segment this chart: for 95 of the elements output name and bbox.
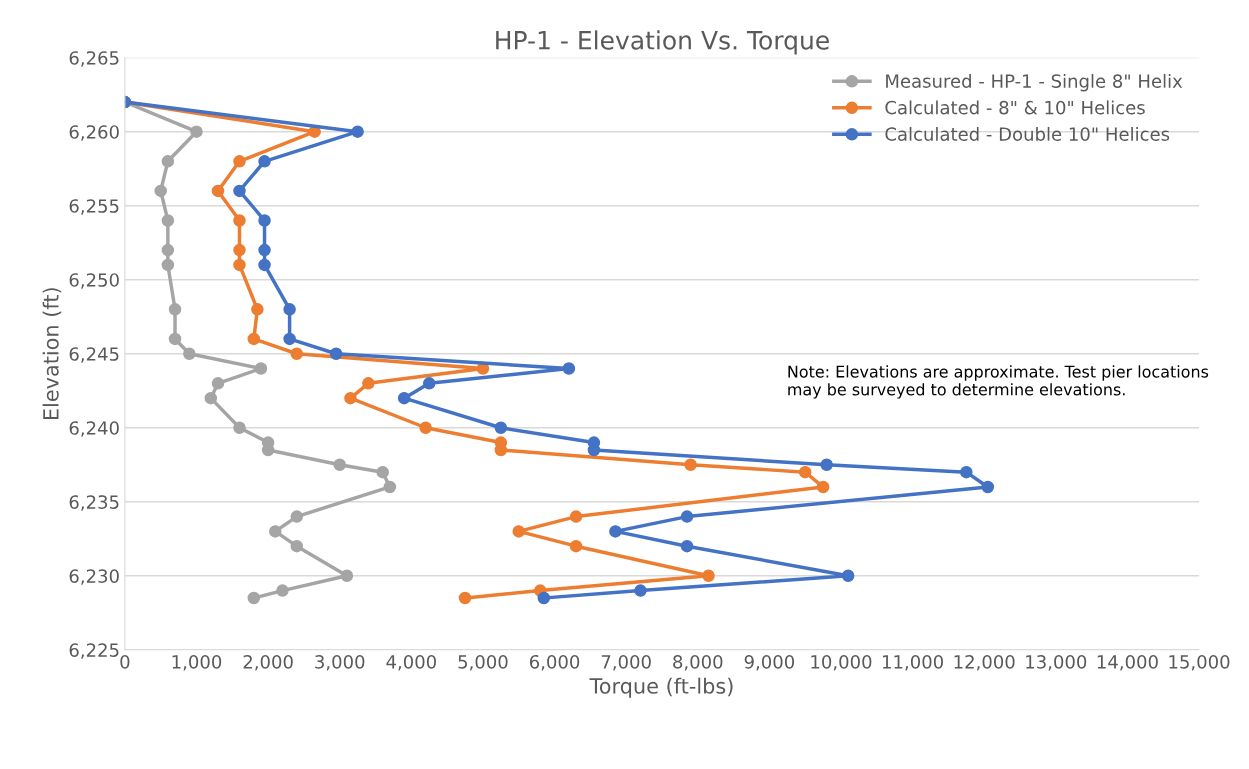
x-tick-label: 10,000 bbox=[811, 654, 872, 671]
point bbox=[233, 214, 246, 227]
x-tick-label: 11,000 bbox=[883, 654, 943, 671]
point bbox=[569, 539, 583, 553]
point bbox=[569, 510, 583, 523]
point bbox=[362, 377, 375, 390]
x-tick-label: 9,000 bbox=[744, 654, 795, 671]
point bbox=[344, 391, 357, 405]
point bbox=[258, 155, 271, 168]
point bbox=[680, 510, 694, 523]
point bbox=[183, 347, 196, 360]
y-tick-label: 6,265 bbox=[69, 51, 119, 67]
x-tick-label: 7,000 bbox=[601, 654, 651, 671]
point bbox=[290, 510, 304, 523]
point bbox=[841, 569, 855, 583]
point bbox=[458, 591, 472, 605]
point bbox=[161, 214, 175, 227]
point bbox=[634, 584, 647, 597]
point bbox=[562, 362, 576, 375]
x-tick-label: 14,000 bbox=[1097, 654, 1158, 671]
point bbox=[233, 155, 246, 168]
point bbox=[251, 303, 264, 316]
x-tick-label: 0 bbox=[120, 654, 130, 669]
point bbox=[960, 465, 973, 479]
point bbox=[383, 480, 397, 494]
point bbox=[798, 465, 812, 479]
y-axis-title: Elevation (ft) bbox=[42, 288, 62, 420]
point bbox=[254, 362, 268, 375]
point bbox=[161, 243, 175, 257]
x-tick-label: 5,000 bbox=[458, 654, 508, 671]
point bbox=[168, 332, 182, 346]
y-tick-label: 6,225 bbox=[69, 643, 119, 659]
point bbox=[233, 421, 246, 435]
point bbox=[168, 303, 182, 316]
point bbox=[233, 184, 246, 198]
point bbox=[233, 243, 246, 257]
point bbox=[376, 465, 389, 479]
chart-title: HP-1 - Elevation Vs. Torque bbox=[496, 30, 829, 55]
point bbox=[247, 591, 261, 605]
point bbox=[684, 458, 697, 472]
point bbox=[290, 347, 304, 360]
point bbox=[190, 125, 203, 138]
point bbox=[204, 391, 218, 405]
point bbox=[702, 569, 715, 583]
y-tick-label: 6,230 bbox=[69, 569, 119, 585]
legend-label: Calculated - Double 10" Helices bbox=[885, 126, 1170, 141]
point bbox=[258, 214, 271, 227]
point bbox=[512, 525, 526, 538]
y-tick-label: 6,250 bbox=[69, 273, 119, 289]
point bbox=[537, 591, 551, 605]
point bbox=[340, 569, 354, 583]
point bbox=[816, 480, 830, 494]
x-tick-label: 12,000 bbox=[954, 654, 1015, 671]
point bbox=[276, 584, 289, 597]
point bbox=[494, 421, 508, 435]
point bbox=[258, 243, 271, 257]
point bbox=[211, 377, 225, 390]
x-tick-label: 8,000 bbox=[673, 654, 723, 671]
point bbox=[333, 458, 346, 472]
legend-label: Measured - HP-1 - Single 8" Helix bbox=[886, 73, 1183, 92]
point bbox=[161, 258, 175, 272]
point bbox=[269, 525, 282, 538]
point bbox=[258, 258, 271, 272]
x-tick-label: 2,000 bbox=[243, 654, 293, 671]
point bbox=[290, 539, 304, 553]
x-axis-title: Torque (ft-lbs) bbox=[589, 677, 733, 698]
point bbox=[419, 421, 432, 435]
y-tick-label: 6,245 bbox=[69, 347, 119, 363]
legend-label: Calculated - 8" & 10" Helices bbox=[885, 100, 1145, 115]
point bbox=[247, 332, 261, 346]
x-tick-label: 3,000 bbox=[315, 654, 365, 671]
point bbox=[211, 184, 225, 198]
x-tick-label: 15,000 bbox=[1169, 654, 1230, 671]
point bbox=[820, 458, 833, 472]
point bbox=[161, 155, 175, 168]
point bbox=[283, 332, 296, 346]
point bbox=[233, 258, 246, 272]
point bbox=[283, 303, 296, 316]
y-tick-label: 6,255 bbox=[69, 199, 119, 215]
point bbox=[981, 480, 995, 494]
y-tick-label: 6,235 bbox=[69, 495, 119, 511]
point bbox=[680, 539, 694, 553]
y-tick-label: 6,260 bbox=[69, 125, 119, 141]
x-tick-label: 6,000 bbox=[529, 654, 580, 671]
point bbox=[397, 391, 411, 405]
x-tick-label: 13,000 bbox=[1026, 654, 1087, 671]
point bbox=[609, 525, 622, 538]
point bbox=[351, 125, 364, 138]
point bbox=[154, 184, 167, 198]
x-tick-label: 1,000 bbox=[172, 654, 222, 671]
point bbox=[329, 347, 343, 360]
y-tick-label: 6,240 bbox=[69, 421, 119, 437]
x-tick-label: 4,000 bbox=[386, 654, 436, 671]
point bbox=[422, 377, 436, 390]
annotation: Note: Elevations are approximate. Test pier locations may be surveyed to determine elevations. bbox=[788, 365, 1209, 399]
